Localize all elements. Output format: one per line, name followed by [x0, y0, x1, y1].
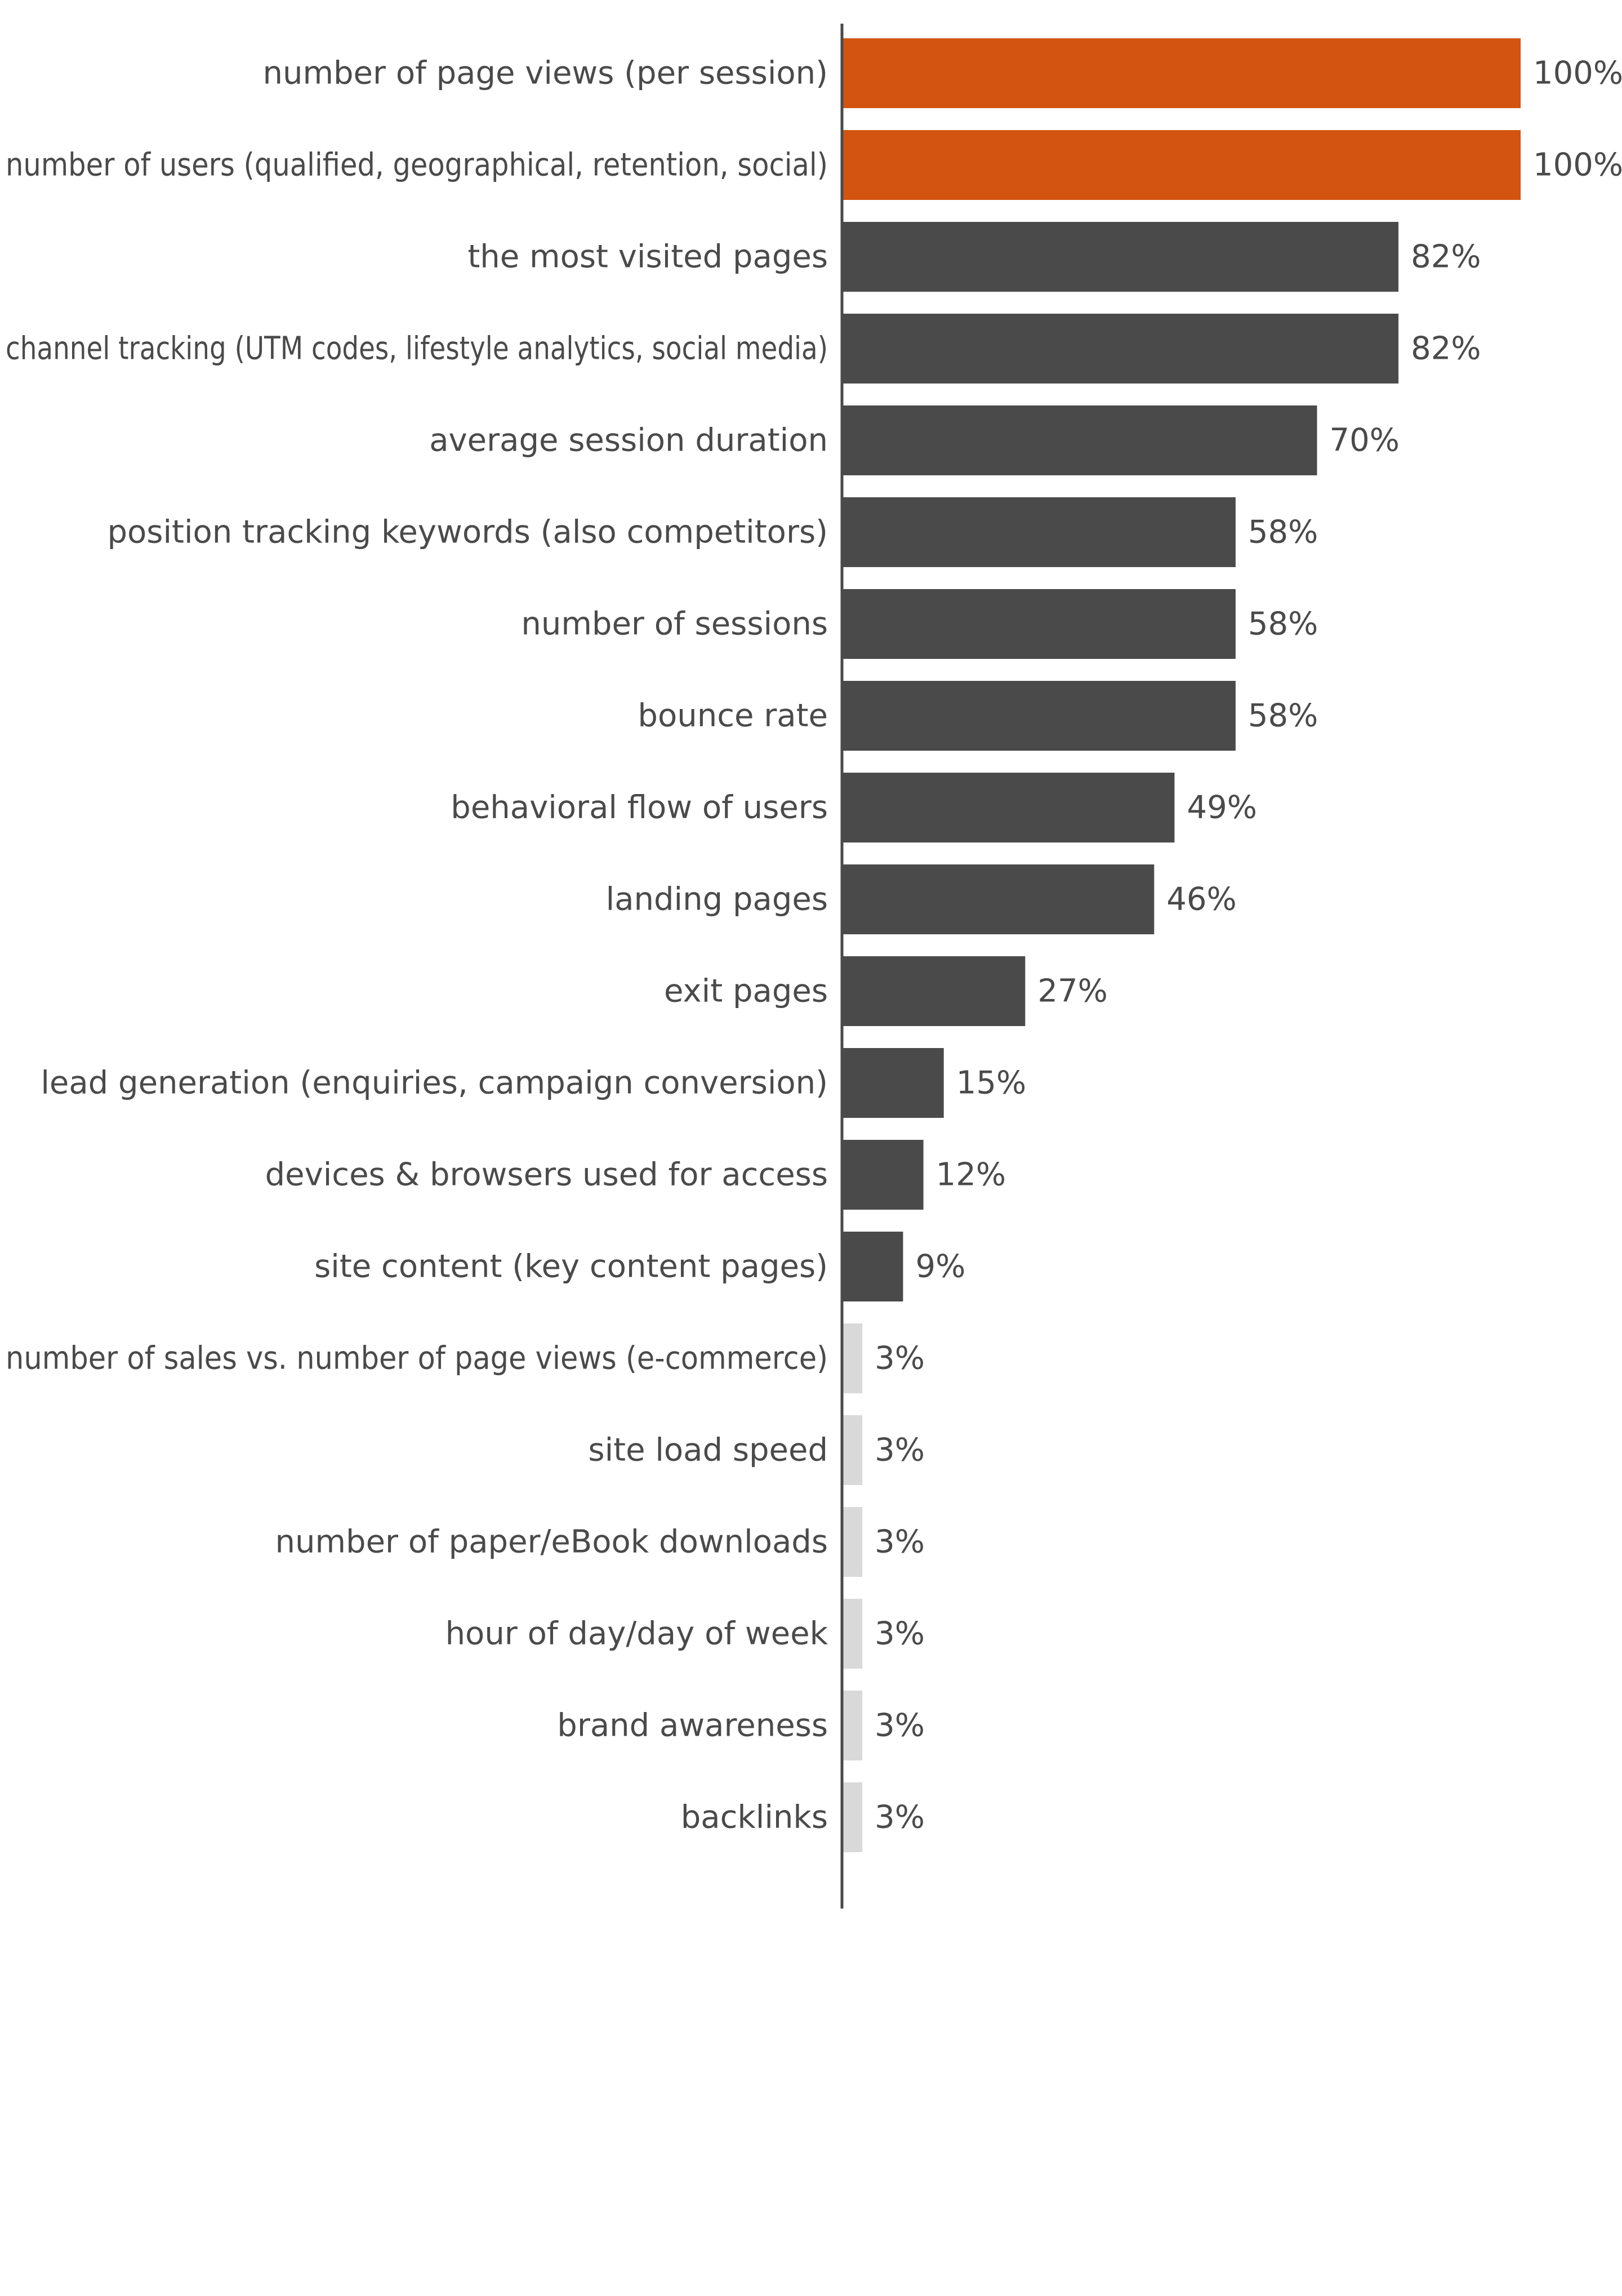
bar-3 — [842, 222, 1399, 292]
bar-7 — [842, 589, 1236, 659]
category-label-5: average session duration — [429, 422, 828, 459]
category-label-13: devices & browsers used for access — [265, 1157, 828, 1193]
value-label-18: 3% — [875, 1616, 925, 1652]
category-label-18: hour of day/day of week — [445, 1616, 828, 1652]
bar-2 — [842, 130, 1521, 200]
value-label-2: 100% — [1533, 147, 1622, 184]
value-label-19: 3% — [875, 1707, 925, 1744]
value-label-10: 46% — [1166, 881, 1236, 918]
value-label-13: 12% — [936, 1157, 1006, 1193]
value-label-4: 82% — [1411, 331, 1481, 367]
bar-10 — [842, 864, 1155, 934]
bars-layer — [842, 38, 1521, 1852]
bar-15 — [842, 1323, 863, 1393]
bar-12 — [842, 1048, 944, 1118]
bar-11 — [842, 956, 1026, 1026]
bar-8 — [842, 681, 1236, 751]
category-label-3: the most visited pages — [467, 239, 828, 275]
bar-17 — [842, 1507, 863, 1577]
bar-9 — [842, 773, 1175, 842]
labels-layer: number of page views (per session) 100% nu… — [6, 55, 1622, 1836]
category-label-2: number of users (qualified, geographical… — [6, 147, 828, 184]
value-label-16: 3% — [875, 1432, 925, 1469]
value-label-6: 58% — [1248, 514, 1318, 551]
value-label-3: 82% — [1411, 239, 1481, 275]
category-label-4: channel tracking (UTM codes, lifestyle a… — [6, 331, 828, 367]
value-label-15: 3% — [875, 1340, 925, 1377]
category-label-19: brand awareness — [557, 1707, 828, 1744]
bar-16 — [842, 1415, 863, 1485]
value-label-9: 49% — [1187, 790, 1256, 826]
category-label-10: landing pages — [606, 881, 828, 918]
bar-19 — [842, 1691, 863, 1760]
category-label-20: backlinks — [681, 1799, 828, 1836]
category-label-8: bounce rate — [638, 698, 828, 734]
category-label-12: lead generation (enquiries, campaign con… — [41, 1065, 828, 1102]
category-label-17: number of paper/eBook downloads — [275, 1524, 828, 1561]
bar-5 — [842, 405, 1317, 475]
value-label-14: 9% — [915, 1249, 965, 1285]
bar-1 — [842, 38, 1521, 108]
category-label-7: number of sessions — [521, 606, 828, 643]
value-label-17: 3% — [875, 1524, 925, 1561]
bar-20 — [842, 1782, 863, 1852]
value-label-11: 27% — [1037, 973, 1107, 1010]
category-label-9: behavioral flow of users — [451, 790, 828, 826]
value-label-8: 58% — [1248, 698, 1318, 734]
value-label-5: 70% — [1330, 422, 1400, 459]
category-label-1: number of page views (per session) — [262, 55, 828, 92]
bar-14 — [842, 1232, 903, 1301]
bar-4 — [842, 314, 1399, 384]
bar-18 — [842, 1599, 863, 1669]
value-label-20: 3% — [875, 1799, 925, 1836]
category-label-14: site content (key content pages) — [314, 1249, 828, 1285]
value-label-7: 58% — [1248, 606, 1318, 643]
category-label-6: position tracking keywords (also competi… — [107, 514, 828, 551]
category-label-15: number of sales vs. number of page views… — [6, 1340, 828, 1377]
category-label-11: exit pages — [664, 973, 828, 1010]
bar-6 — [842, 497, 1236, 567]
value-label-1: 100% — [1533, 55, 1622, 92]
bar-13 — [842, 1140, 924, 1210]
category-label-16: site load speed — [588, 1432, 828, 1469]
value-label-12: 15% — [956, 1065, 1026, 1102]
